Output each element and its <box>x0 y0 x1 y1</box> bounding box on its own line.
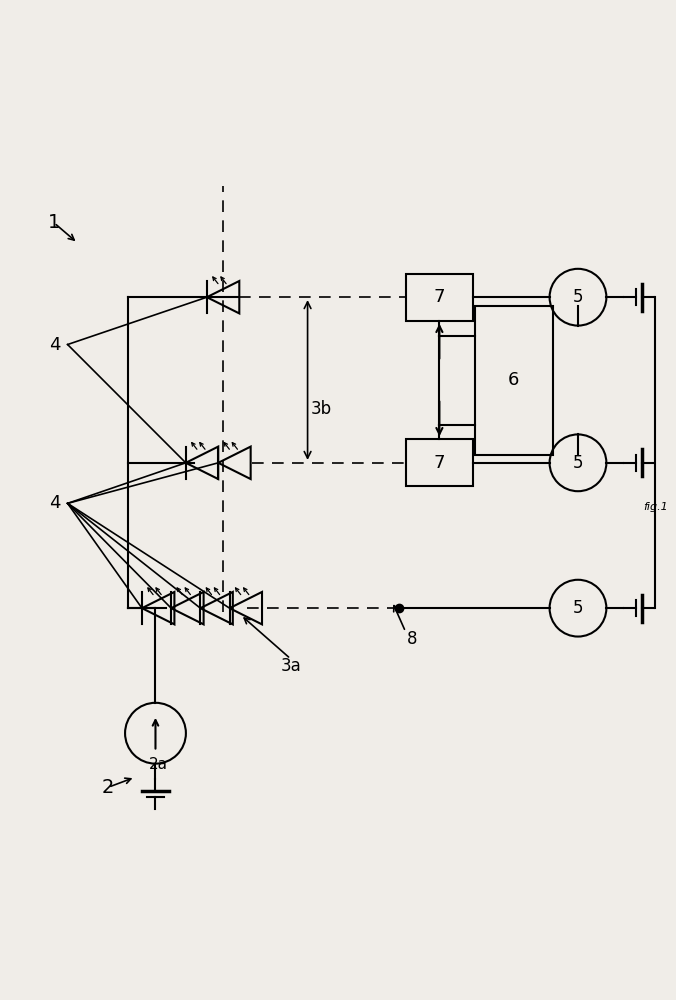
Bar <box>406 439 473 486</box>
Text: 6: 6 <box>508 371 519 389</box>
Text: 5: 5 <box>573 599 583 617</box>
Text: 5: 5 <box>573 454 583 472</box>
Text: 3a: 3a <box>281 657 301 675</box>
Text: 5: 5 <box>573 288 583 306</box>
Text: 7: 7 <box>433 288 445 306</box>
Text: 4: 4 <box>49 336 61 354</box>
Text: 2a: 2a <box>149 757 168 772</box>
Bar <box>475 306 553 455</box>
Text: 3b: 3b <box>310 400 332 418</box>
Text: 7: 7 <box>433 454 445 472</box>
Text: 8: 8 <box>407 630 418 648</box>
Text: 1: 1 <box>48 213 60 232</box>
Text: 4: 4 <box>49 494 61 512</box>
Bar <box>406 274 473 321</box>
Text: fig.1: fig.1 <box>644 502 668 512</box>
Text: 2: 2 <box>102 778 114 797</box>
